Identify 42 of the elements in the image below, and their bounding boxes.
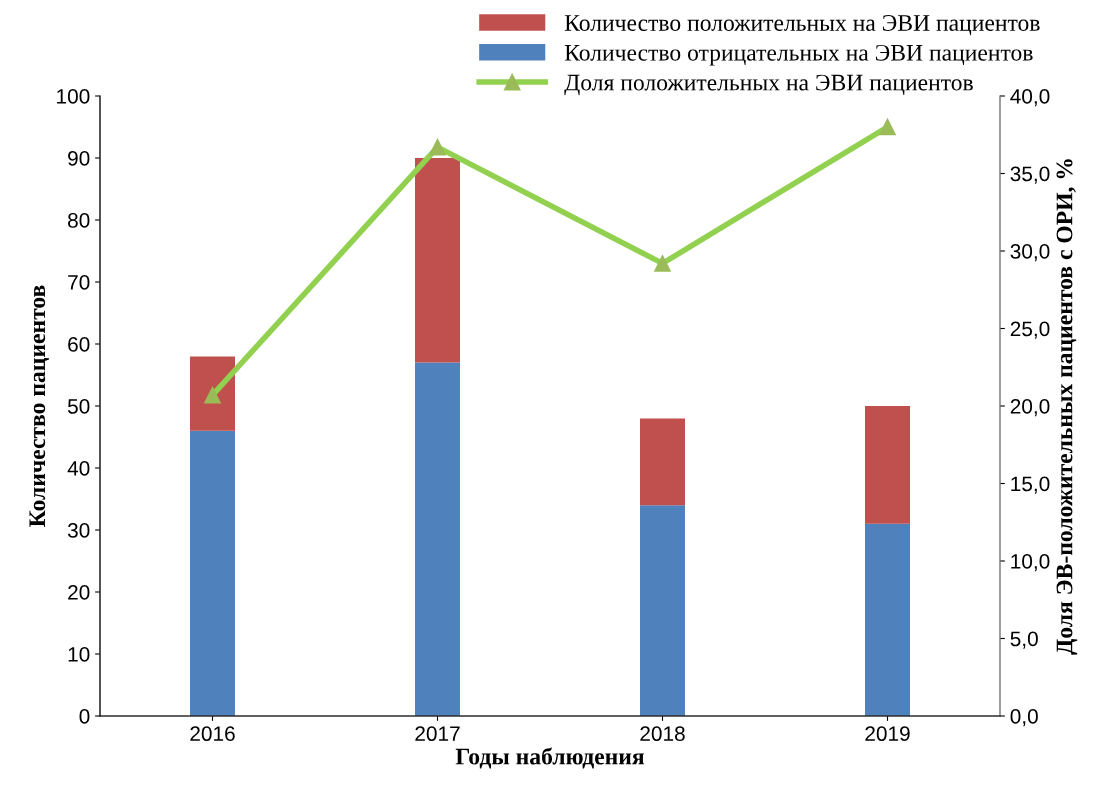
y-tick-label: 40 [67,461,90,476]
legend-label: Доля положительных на ЭВИ пациентов [564,74,973,96]
point [879,118,896,136]
x-tick-label: 2019 [865,726,910,742]
y2-tick-label: 30,0 [1010,244,1050,262]
bar [640,505,685,716]
point [429,138,446,156]
point [204,386,221,404]
bar [865,523,910,716]
y-tick-label: 30 [67,523,90,538]
y2-tick-label: 25,0 [1010,321,1050,339]
y2-tick-label: 20,0 [1010,399,1050,417]
y2-tick-label: 10,0 [1011,554,1050,572]
bar [415,362,460,716]
y-tick-label: 70 [68,275,90,290]
y-tick-label: 0 [79,709,90,724]
y2-tick-label: 0,0 [1010,709,1038,727]
x-tick-label: 2017 [415,726,460,742]
y-tick-label: 50 [67,399,90,414]
y-tick-label: 100 [57,89,90,104]
legend-label: Количество положительных на ЭВИ пациентов [564,15,1040,36]
y-tick-label: 20 [68,585,90,600]
x-tick-label: 2018 [640,726,685,742]
bar [190,356,235,431]
y-axis-title: Количество пациентов [29,285,50,527]
y-tick-label: 60 [68,337,90,352]
x-axis-title: Годы наблюдения [455,747,645,769]
legend-label: Количество отрицательных на ЭВИ пациентов [564,44,1033,66]
y2-axis-title: Доля ЭВ-положительных пациентов с ОРИ, % [1056,159,1078,655]
bar [415,158,460,363]
x-tick-label: 2016 [190,726,235,742]
y2-tick-label: 35,0 [1010,166,1050,184]
bar [865,406,910,524]
point [654,255,671,272]
bar [190,430,235,716]
bar [640,418,685,506]
y-tick-label: 80 [68,213,90,228]
y2-tick-label: 15,0 [1011,476,1050,494]
y-tick-label: 10 [68,647,90,662]
y-tick-label: 90 [68,151,90,166]
y2-tick-label: 40,0 [1010,89,1050,107]
y2-tick-label: 5,0 [1010,631,1038,649]
